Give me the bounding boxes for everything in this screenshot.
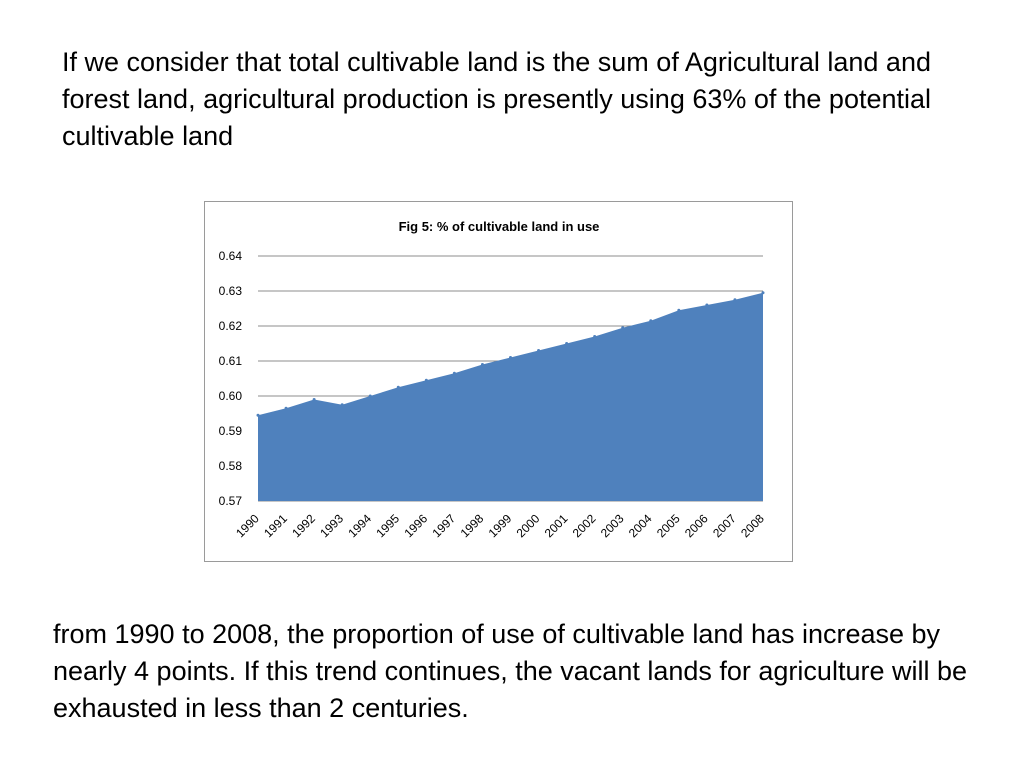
x-tick-label: 1998 xyxy=(458,511,487,540)
x-tick-label: 1993 xyxy=(317,511,346,540)
x-tick-label: 2007 xyxy=(710,511,739,540)
x-tick-label: 1992 xyxy=(289,511,318,540)
data-point xyxy=(480,363,484,366)
data-point xyxy=(312,398,316,401)
data-point xyxy=(452,371,456,375)
data-point xyxy=(761,291,765,295)
data-point xyxy=(340,403,344,407)
chart-frame: Fig 5: % of cultivable land in use 0.57 0… xyxy=(204,201,793,562)
y-tick-label: 0.63 xyxy=(219,284,243,298)
y-tick-label: 0.61 xyxy=(219,354,243,368)
data-point xyxy=(565,342,569,345)
area-chart: Fig 5: % of cultivable land in use 0.570… xyxy=(219,219,767,540)
data-point xyxy=(621,326,625,330)
x-tick-label: 1996 xyxy=(401,511,430,540)
data-point xyxy=(424,378,428,382)
y-tick-label: 0.59 xyxy=(219,424,243,438)
data-point xyxy=(256,413,260,417)
y-tick-label: 0.60 xyxy=(219,389,243,403)
data-point xyxy=(368,394,372,398)
x-tick-label: 2006 xyxy=(682,511,711,540)
area-series xyxy=(256,291,765,501)
x-tick-label: 2004 xyxy=(626,511,655,540)
x-tick-label: 1995 xyxy=(373,511,402,540)
y-tick-label: 0.58 xyxy=(219,459,243,473)
data-point xyxy=(649,319,653,323)
data-point xyxy=(537,349,541,352)
data-point xyxy=(509,356,512,359)
x-tick-label: 1994 xyxy=(345,511,374,540)
chart-title: Fig 5: % of cultivable land in use xyxy=(399,219,600,234)
x-tick-label: 1999 xyxy=(486,511,515,540)
area-series-fill xyxy=(258,292,763,501)
data-point xyxy=(593,335,597,338)
x-tick-label: 2001 xyxy=(542,511,571,540)
y-tick-label: 0.57 xyxy=(219,494,243,508)
x-tick-label: 1991 xyxy=(261,511,290,540)
x-axis-ticks: 1990 1991 1992 1993 1994 1995 1996 1997 1998 1999… xyxy=(233,511,767,540)
data-point xyxy=(284,406,288,410)
conclusion-paragraph: from 1990 to 2008, the proportion of use… xyxy=(53,619,967,723)
x-tick-label: 2003 xyxy=(598,511,627,540)
x-tick-label: 1997 xyxy=(429,511,458,540)
x-tick-label: 2005 xyxy=(654,511,683,540)
x-tick-label: 2000 xyxy=(514,511,543,540)
intro-paragraph: If we consider that total cultivable lan… xyxy=(62,47,932,151)
data-point xyxy=(733,298,737,302)
data-point xyxy=(396,385,400,389)
data-point xyxy=(677,308,681,312)
y-tick-label: 0.62 xyxy=(219,319,243,333)
y-tick-label: 0.64 xyxy=(219,249,243,263)
x-tick-label: 1990 xyxy=(233,511,262,540)
y-axis-ticks: 0.57 0.58 0.59 0.60 0.61 0.62 0.63 0.64 xyxy=(219,249,243,508)
data-point xyxy=(705,303,709,307)
x-tick-label: 2008 xyxy=(738,511,767,540)
x-tick-label: 2002 xyxy=(570,511,599,540)
